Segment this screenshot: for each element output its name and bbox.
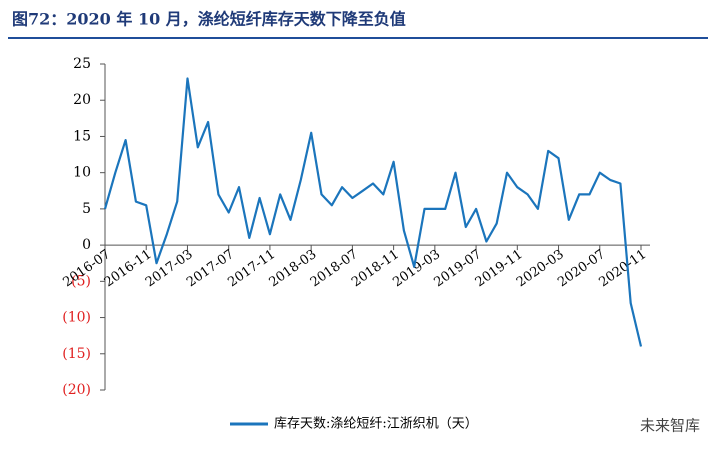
legend-label: 库存天数:涤纶短纤:江浙织机（天） xyxy=(274,416,478,432)
y-tick-label: (5) xyxy=(71,273,91,289)
x-tick-label: 2020-11 xyxy=(596,247,649,290)
data-line xyxy=(103,77,643,347)
y-tick-label: (20) xyxy=(62,382,91,398)
y-tick-label: 5 xyxy=(82,201,91,217)
y-tick-label: 15 xyxy=(73,128,91,144)
y-tick-label: 25 xyxy=(73,56,91,72)
y-tick-label: 0 xyxy=(82,237,91,253)
y-tick-label: 20 xyxy=(73,92,91,108)
chart-title: 图72：2020 年 10 月，涤纶短纤库存天数下降至负值 xyxy=(12,10,406,29)
y-tick-label: 10 xyxy=(73,165,91,181)
watermark: 未来智库 xyxy=(640,417,700,435)
y-tick-label: (15) xyxy=(62,346,91,362)
y-tick-label: (10) xyxy=(62,310,91,326)
